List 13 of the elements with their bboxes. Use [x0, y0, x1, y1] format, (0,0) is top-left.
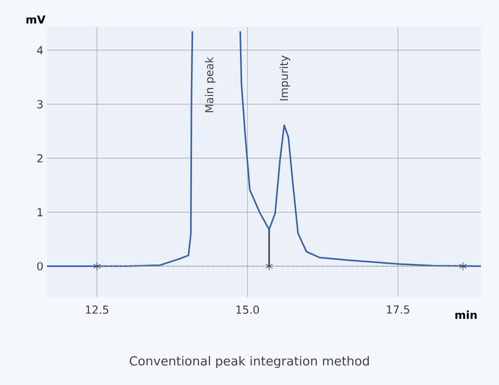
y-tick-label: 1: [38, 208, 42, 216]
y-tick-label: 0: [37, 262, 43, 270]
y-axis-title: mV: [26, 15, 46, 24]
x-tick-label: 12.5: [86, 306, 108, 314]
x-tick-label: 15.0: [236, 306, 259, 314]
y-tick-label: 2: [37, 154, 42, 162]
y-tick-label: 4: [37, 46, 43, 54]
text: Conventional peak integration method: [130, 356, 369, 368]
annotation: Main peak: [204, 56, 216, 112]
x-tick-label: 17.5: [386, 306, 410, 314]
y-tick-label: 3: [37, 100, 43, 108]
annotation: Impurity: [280, 56, 290, 100]
x-axis-title: min: [455, 310, 477, 319]
